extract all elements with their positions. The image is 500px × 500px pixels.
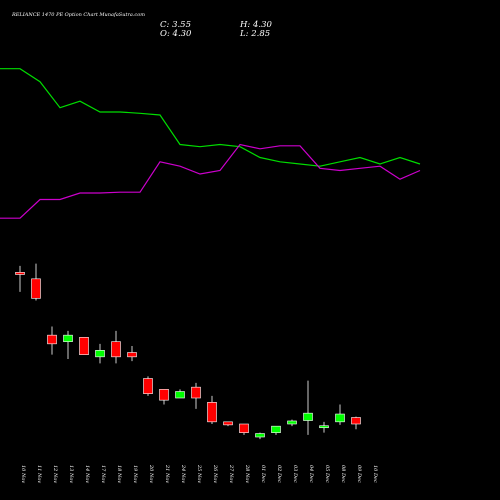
x-tick-label: 28 Nov (244, 464, 250, 483)
candle (95, 343, 105, 364)
candle-body (159, 389, 169, 401)
x-tick-label: 17 Nov (100, 465, 106, 483)
candle (319, 421, 329, 433)
candle-body (191, 386, 201, 399)
candle-body (143, 378, 153, 394)
candle-body (79, 337, 89, 355)
chart-title: RELIANCE 1470 PE Option Chart MunafaSutr… (11, 12, 145, 18)
candle-body (271, 425, 281, 433)
candle (287, 419, 297, 427)
green-indicator-line (0, 68, 421, 167)
candle (63, 330, 73, 359)
candle (15, 265, 25, 292)
candle (143, 376, 153, 396)
candle (175, 389, 185, 399)
candle (207, 395, 217, 424)
candle (335, 404, 345, 425)
x-tick-label: 19 Nov (132, 465, 138, 483)
candle-body (351, 417, 361, 425)
x-tick-label: 03 Dec (292, 465, 298, 483)
candle (31, 263, 41, 301)
candle (271, 425, 281, 435)
x-tick-label: 25 Nov (196, 464, 202, 483)
candle (159, 389, 169, 405)
open-value: O: 4.30 (160, 29, 192, 39)
x-tick-label: 20 Nov (148, 464, 154, 483)
magenta-indicator-line (0, 143, 421, 219)
x-tick-label: 09 Dec (356, 465, 362, 483)
candle-body (63, 334, 73, 342)
x-tick-label: 02 Dec (276, 465, 282, 483)
candle-body (319, 425, 329, 429)
x-tick-label: 26 Nov (212, 464, 218, 483)
x-tick-label: 24 Nov (180, 464, 186, 483)
x-tick-label: 10 Nov (20, 465, 26, 483)
x-tick-label: 11 Nov (36, 465, 42, 483)
candle-body (15, 272, 25, 275)
x-tick-label: 27 Nov (228, 464, 234, 483)
candle-body (47, 334, 57, 345)
candle-body (303, 412, 313, 421)
x-axis-ticks: 10 Nov 11 Nov 12 Nov 13 Nov 14 Nov 17 Nov 18 N… (20, 464, 378, 483)
candle-body (31, 278, 41, 299)
x-tick-label: 01 Dec (260, 465, 266, 483)
x-tick-label: 12 Nov (52, 465, 58, 483)
candle-body (287, 420, 297, 425)
x-tick-label: 04 Dec (308, 465, 314, 483)
candle-body (223, 421, 233, 426)
candle (79, 337, 89, 355)
candle-body (239, 423, 249, 433)
candle (191, 382, 201, 409)
x-tick-label: 10 Dec (372, 465, 378, 483)
candle-body (95, 350, 105, 358)
candle-body (111, 341, 121, 358)
x-tick-label: 13 Nov (68, 465, 74, 483)
candle-body (255, 433, 265, 438)
candle (223, 421, 233, 427)
x-tick-label: 14 Nov (84, 465, 90, 483)
candle-body (335, 413, 345, 423)
candle-body (127, 352, 137, 358)
x-tick-label: 08 Dec (340, 465, 346, 483)
candle (127, 346, 137, 362)
candle-body (207, 402, 217, 423)
candle-body (175, 391, 185, 399)
candlestick-series (15, 263, 361, 440)
candle (47, 326, 57, 355)
candle (255, 432, 265, 440)
high-value: H: 4.30 (239, 20, 272, 30)
candle (303, 380, 313, 435)
candle (111, 330, 121, 364)
candle (351, 416, 361, 430)
x-tick-label: 21 Nov (164, 464, 170, 483)
x-tick-label: 18 Nov (116, 465, 122, 483)
x-tick-label: 05 Dec (324, 465, 330, 483)
low-value: L: 2.85 (239, 29, 270, 39)
close-value: C: 3.55 (160, 20, 191, 30)
candle (239, 423, 249, 435)
